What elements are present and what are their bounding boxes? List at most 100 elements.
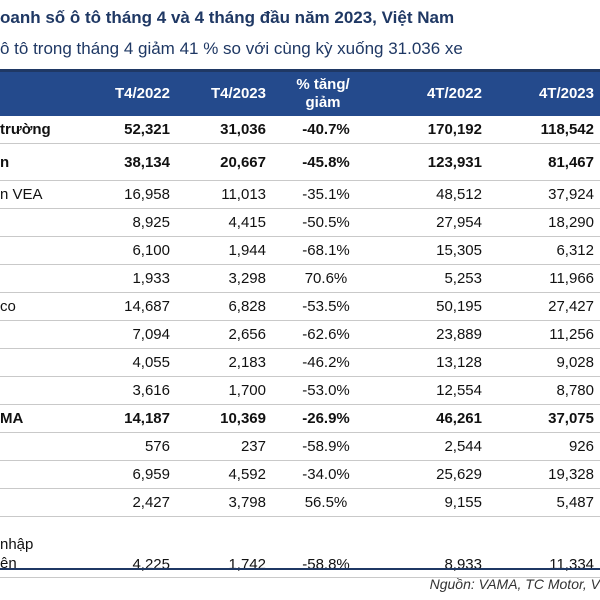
change-cell: -50.5% <box>272 208 380 237</box>
change-cell: -46.2% <box>272 348 380 377</box>
value-cell: 7,094 <box>78 320 176 349</box>
table-row: nhập ên 4,225 1,742 -58.8% 8,933 11,334 <box>0 516 600 578</box>
row-label <box>0 348 78 377</box>
change-cell: -26.9% <box>272 404 380 433</box>
change-cell: -45.8% <box>272 143 380 181</box>
value-cell: 81,467 <box>488 143 600 181</box>
value-cell: 14,187 <box>78 404 176 433</box>
table-row: MA 14,187 10,369 -26.9% 46,261 37,075 <box>0 404 600 433</box>
table-row: n VEA 16,958 11,013 -35.1% 48,512 37,924 <box>0 180 600 209</box>
value-cell: 1,944 <box>176 236 272 265</box>
row-label <box>0 488 78 517</box>
value-cell: 11,256 <box>488 320 600 349</box>
value-cell: 6,312 <box>488 236 600 265</box>
column-header: T4/2022 <box>78 72 176 116</box>
table-row: 8,925 4,415 -50.5% 27,954 18,290 <box>0 208 600 237</box>
row-label <box>0 320 78 349</box>
value-cell: 37,924 <box>488 180 600 209</box>
value-cell: 11,334 <box>488 516 600 578</box>
value-cell: 6,100 <box>78 236 176 265</box>
value-cell: 13,128 <box>380 348 488 377</box>
row-label <box>0 432 78 461</box>
row-label: n VEA <box>0 180 78 209</box>
change-cell: -68.1% <box>272 236 380 265</box>
value-cell: 3,616 <box>78 376 176 405</box>
change-cell: -35.1% <box>272 180 380 209</box>
value-cell: 3,798 <box>176 488 272 517</box>
change-cell: 56.5% <box>272 488 380 517</box>
value-cell: 50,195 <box>380 292 488 321</box>
value-cell: 9,155 <box>380 488 488 517</box>
value-cell: 237 <box>176 432 272 461</box>
row-label <box>0 208 78 237</box>
value-cell: 19,328 <box>488 460 600 489</box>
table-row: co 14,687 6,828 -53.5% 50,195 27,427 <box>0 292 600 321</box>
table-row: 2,427 3,798 56.5% 9,155 5,487 <box>0 488 600 517</box>
value-cell: 4,592 <box>176 460 272 489</box>
column-header <box>0 72 78 116</box>
value-cell: 14,687 <box>78 292 176 321</box>
value-cell: 16,958 <box>78 180 176 209</box>
value-cell: 576 <box>78 432 176 461</box>
value-cell: 123,931 <box>380 143 488 181</box>
sales-table: T4/2022 T4/2023% tăng/giảm 4T/2022 4T/2023 … <box>0 72 600 578</box>
value-cell: 6,959 <box>78 460 176 489</box>
row-label <box>0 264 78 293</box>
value-cell: 8,933 <box>380 516 488 578</box>
value-cell: 2,183 <box>176 348 272 377</box>
value-cell: 3,298 <box>176 264 272 293</box>
change-cell: -53.5% <box>272 292 380 321</box>
change-cell: -40.7% <box>272 116 380 144</box>
row-label: co <box>0 292 78 321</box>
value-cell: 15,305 <box>380 236 488 265</box>
value-cell: 48,512 <box>380 180 488 209</box>
value-cell: 5,253 <box>380 264 488 293</box>
value-cell: 926 <box>488 432 600 461</box>
value-cell: 6,828 <box>176 292 272 321</box>
row-label: n <box>0 143 78 181</box>
table-row: 4,055 2,183 -46.2% 13,128 9,028 <box>0 348 600 377</box>
source-note: Nguồn: VAMA, TC Motor, V <box>429 576 600 592</box>
value-cell: 4,225 <box>78 516 176 578</box>
table-row: 1,933 3,298 70.6% 5,253 11,966 <box>0 264 600 293</box>
value-cell: 11,013 <box>176 180 272 209</box>
table-row: trường 52,321 31,036 -40.7% 170,192 118,542 <box>0 116 600 144</box>
value-cell: 118,542 <box>488 116 600 144</box>
table-row: 7,094 2,656 -62.6% 23,889 11,256 <box>0 320 600 349</box>
value-cell: 52,321 <box>78 116 176 144</box>
column-header: 4T/2022 <box>380 72 488 116</box>
value-cell: 46,261 <box>380 404 488 433</box>
value-cell: 38,134 <box>78 143 176 181</box>
row-label: nhập ên <box>0 516 78 578</box>
change-cell: -58.9% <box>272 432 380 461</box>
table-row: 576 237 -58.9% 2,544 926 <box>0 432 600 461</box>
value-cell: 1,700 <box>176 376 272 405</box>
value-cell: 2,656 <box>176 320 272 349</box>
row-label <box>0 460 78 489</box>
value-cell: 2,427 <box>78 488 176 517</box>
row-label <box>0 376 78 405</box>
value-cell: 4,055 <box>78 348 176 377</box>
footer-rule <box>0 568 600 570</box>
table-row: 6,100 1,944 -68.1% 15,305 6,312 <box>0 236 600 265</box>
value-cell: 25,629 <box>380 460 488 489</box>
table-subtitle: ô tô trong tháng 4 giảm 41 % so với cùng… <box>0 39 463 58</box>
value-cell: 20,667 <box>176 143 272 181</box>
column-header: T4/2023 <box>176 72 272 116</box>
value-cell: 31,036 <box>176 116 272 144</box>
value-cell: 10,369 <box>176 404 272 433</box>
row-label <box>0 236 78 265</box>
value-cell: 4,415 <box>176 208 272 237</box>
column-header: 4T/2023 <box>488 72 600 116</box>
table-row: 3,616 1,700 -53.0% 12,554 8,780 <box>0 376 600 405</box>
value-cell: 170,192 <box>380 116 488 144</box>
table-title: oanh số ô tô tháng 4 và 4 tháng đầu năm … <box>0 8 455 27</box>
column-header: % tăng/giảm <box>272 72 380 116</box>
row-label: trường <box>0 116 78 144</box>
value-cell: 18,290 <box>488 208 600 237</box>
value-cell: 27,954 <box>380 208 488 237</box>
table-row: n 38,134 20,667 -45.8% 123,931 81,467 <box>0 143 600 181</box>
header-rule <box>0 69 600 72</box>
value-cell: 1,933 <box>78 264 176 293</box>
value-cell: 9,028 <box>488 348 600 377</box>
